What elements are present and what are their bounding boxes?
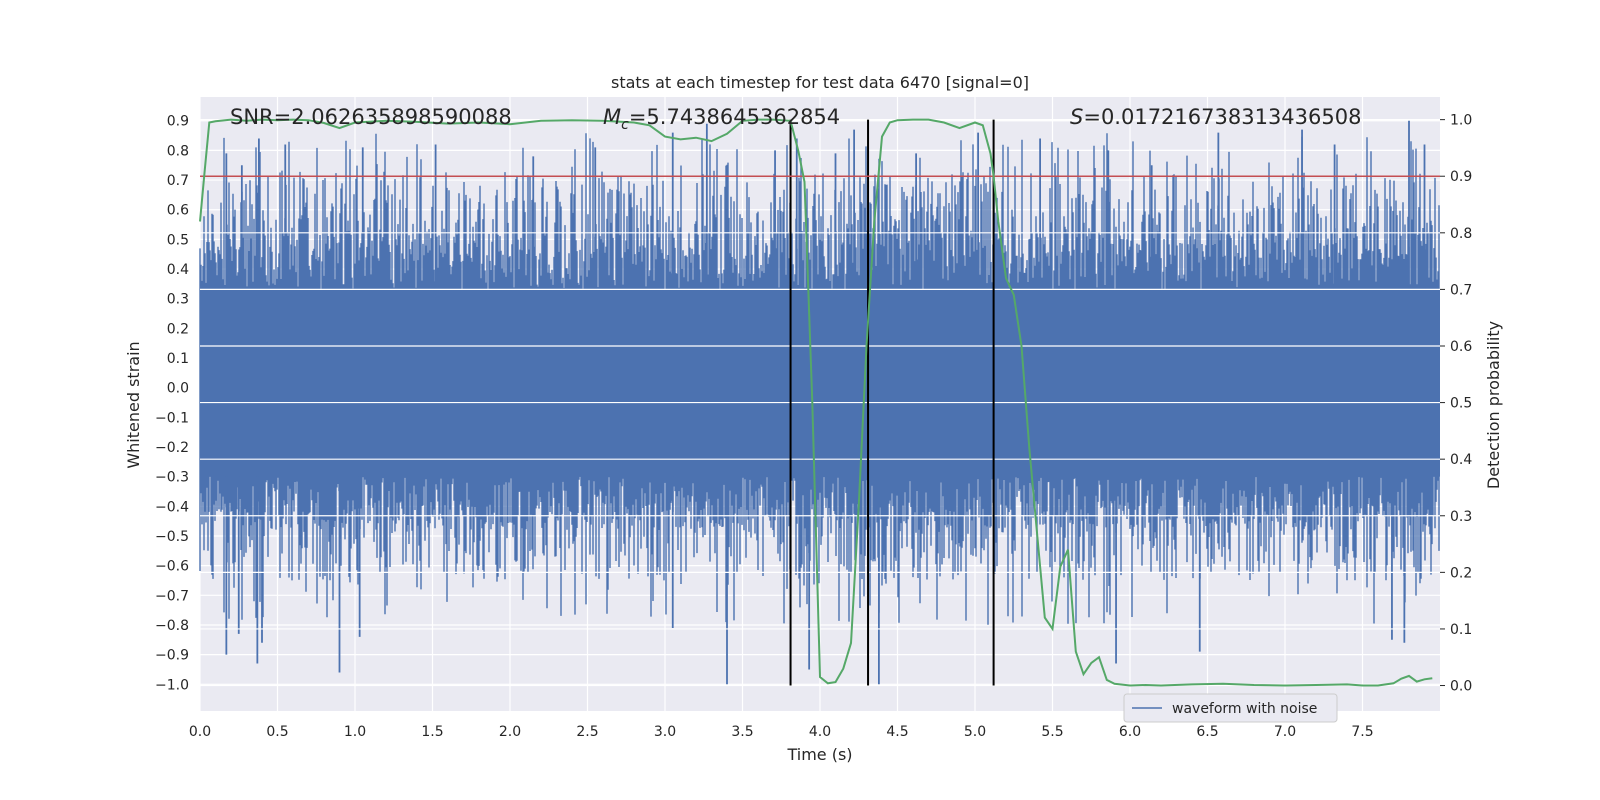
right-y-tick-label: 0.5	[1450, 396, 1472, 412]
left-y-tick-label: 0.2	[167, 321, 189, 337]
x-tick-label: 7.5	[1351, 724, 1373, 740]
left-y-tick-label: −0.7	[155, 588, 189, 604]
chirp-mass-annotation: Mc=5.7438645362854	[603, 105, 840, 133]
left-y-tick-label: 0.3	[167, 292, 189, 308]
vertical-marker-lines	[789, 119, 995, 686]
x-tick-label: 6.0	[1119, 724, 1141, 740]
right-y-tick-label: 0.3	[1450, 509, 1472, 525]
x-tick-label: 6.5	[1196, 724, 1218, 740]
x-tick-label: 7.0	[1274, 724, 1296, 740]
chirp-mass-value: =5.7438645362854	[629, 105, 840, 129]
left-y-tick-label: 0.8	[167, 143, 189, 159]
waveform-series	[199, 120, 1440, 685]
left-y-tick-label: 0.1	[167, 351, 189, 367]
x-tick-label: 4.5	[886, 724, 908, 740]
x-tick-label: 1.5	[421, 724, 443, 740]
left-y-tick-label: 0.5	[167, 232, 189, 248]
left-y-tick-label: 0.6	[167, 203, 189, 219]
s-value: =0.017216738313436508	[1083, 105, 1361, 129]
right-y-tick-label: 0.4	[1450, 452, 1472, 468]
x-tick-label: 1.0	[344, 724, 366, 740]
legend-box	[1123, 693, 1338, 723]
left-y-tick-label: 0.7	[167, 173, 189, 189]
right-y-tick-label: 0.7	[1450, 282, 1472, 298]
right-y-tick-label: 0.6	[1450, 339, 1472, 355]
chirp-mass-symbol: M	[603, 105, 621, 129]
left-y-tick-label: −0.8	[155, 618, 189, 634]
left-y-axis-ticks: 0.9 0.8 0.7 0.6 0.5 0.4 0.3 0.2 0.1 0.0 −0.1 −0.2 −0…	[155, 114, 189, 694]
x-tick-label: 2.0	[499, 724, 521, 740]
left-y-tick-label: 0.4	[167, 262, 189, 278]
right-y-axis-ticks: 1.0 0.9 0.8 0.7 0.6 0.5 0.4 0.3 0.2 0.1 0.0	[1440, 113, 1472, 695]
s-symbol: S	[1070, 105, 1083, 129]
left-y-tick-label: −0.5	[155, 529, 189, 545]
legend: waveform with noise	[1123, 693, 1338, 723]
right-y-tick-label: 0.9	[1450, 169, 1472, 185]
right-y-tick-label: 0.1	[1450, 622, 1472, 638]
left-y-tick-label: 0.9	[167, 114, 189, 130]
right-y-tick-label: 1.0	[1450, 113, 1472, 129]
x-tick-label: 3.5	[731, 724, 753, 740]
x-tick-label: 0.0	[189, 724, 211, 740]
left-y-tick-label: 0.0	[167, 381, 189, 397]
x-tick-label: 3.0	[654, 724, 676, 740]
x-tick-label: 4.0	[809, 724, 831, 740]
waveform-core-band	[200, 289, 1440, 477]
x-tick-label: 5.5	[1041, 724, 1063, 740]
x-tick-label: 0.5	[266, 724, 288, 740]
x-axis-label: Time (s)	[786, 745, 852, 764]
detection-probability-line	[199, 118, 1433, 687]
left-y-axis-label: Whitened strain	[124, 341, 143, 468]
snr-annotation: SNR=2.062635898590088	[230, 105, 512, 129]
s-annotation: S=0.017216738313436508	[1070, 105, 1361, 129]
chirp-mass-subscript: c	[621, 117, 629, 133]
chart-title: stats at each timestep for test data 647…	[611, 73, 1029, 92]
left-y-tick-label: −0.6	[155, 559, 189, 575]
left-y-tick-label: −0.4	[155, 499, 189, 515]
legend-label: waveform with noise	[1172, 701, 1317, 717]
detection-probability-series	[199, 118, 1433, 687]
left-y-tick-label: −0.9	[155, 648, 189, 664]
right-y-tick-label: 0.0	[1450, 679, 1472, 695]
left-y-tick-label: −0.2	[155, 440, 189, 456]
x-tick-label: 2.5	[576, 724, 598, 740]
right-y-tick-label: 0.8	[1450, 226, 1472, 242]
right-y-tick-label: 0.2	[1450, 565, 1472, 581]
x-axis-ticks: 0.0 0.5 1.0 1.5 2.0 2.5 3.0 3.5 4.0 4.5 5.0 5.5 6.0 6…	[189, 724, 1374, 740]
left-y-tick-label: −1.0	[155, 677, 189, 693]
left-y-tick-label: −0.3	[155, 470, 189, 486]
left-y-tick-label: −0.1	[155, 410, 189, 426]
right-y-axis-label: Detection probability	[1484, 321, 1503, 489]
x-tick-label: 5.0	[964, 724, 986, 740]
